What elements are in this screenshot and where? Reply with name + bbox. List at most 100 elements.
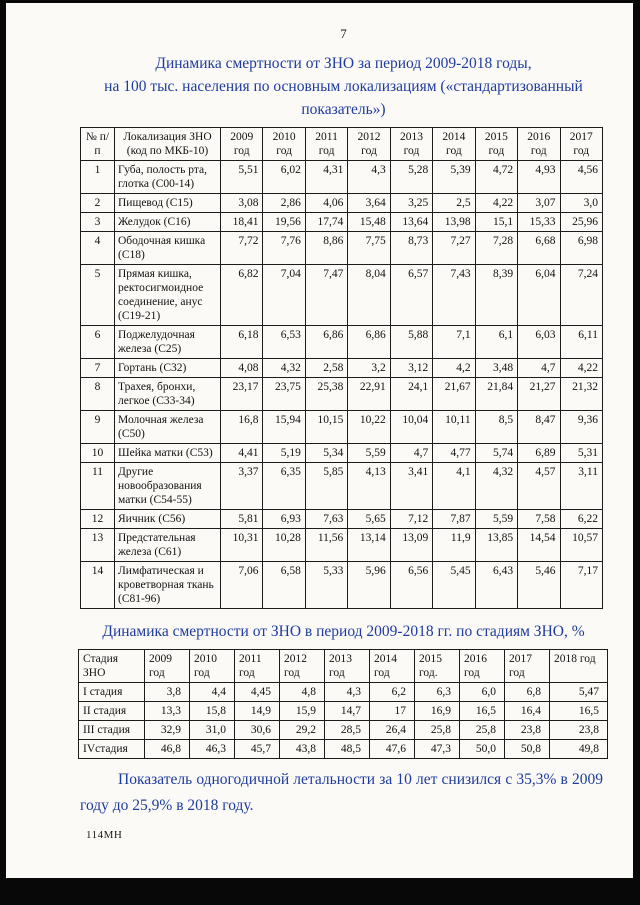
mortality-by-localization-table: № п/п Локализация ЗНО (код по МКБ-10) 2009… [80, 127, 603, 609]
scan-edge-top [0, 0, 640, 3]
value-cell: 23,75 [262, 377, 306, 411]
table-row: 5 Прямая кишка, ректосигмоидное соединени… [80, 264, 603, 326]
value-cell: 45,7 [234, 739, 280, 759]
row-number-cell: 8 [80, 377, 115, 411]
value-cell: 25,8 [414, 720, 460, 740]
row-number-cell: 13 [80, 528, 115, 562]
value-cell: 15,9 [279, 701, 325, 721]
value-cell: 6,58 [262, 561, 306, 609]
value-cell: 7,17 [559, 561, 603, 609]
value-cell: 6,43 [474, 561, 519, 609]
value-cell: 7,1 [432, 325, 476, 359]
value-cell: 47,3 [414, 739, 460, 759]
table-row: IVстадия 46,8 46,3 45,7 43,8 48,5 47,6 47,3 50,0… [78, 739, 608, 759]
value-cell: 46,8 [144, 739, 190, 759]
value-cell: 6,18 [219, 325, 264, 359]
value-cell: 6,03 [517, 325, 561, 359]
value-cell: 6,2 [369, 682, 415, 702]
value-cell: 8,5 [474, 410, 519, 444]
stage-cell: IVстадия [78, 739, 145, 759]
row-number-cell: 3 [80, 212, 115, 232]
value-cell: 3,2 [347, 358, 391, 378]
column-header: 2012 год [279, 649, 325, 683]
column-header: 2010 год [262, 127, 306, 161]
value-cell: 25,38 [304, 377, 349, 411]
value-cell: 7,75 [347, 231, 391, 265]
value-cell: 8,86 [304, 231, 349, 265]
value-cell: 5,34 [304, 443, 349, 463]
title-line-3: показатель») [301, 101, 386, 118]
row-number-cell: 2 [80, 193, 115, 213]
row-number-cell: 9 [80, 410, 115, 444]
value-cell: 7,12 [389, 509, 434, 529]
value-cell: 5,45 [432, 561, 476, 609]
value-cell: 6,35 [262, 462, 306, 510]
column-header: 2013 год [324, 649, 370, 683]
row-number-cell: 1 [80, 160, 115, 194]
scan-edge-left [0, 0, 6, 905]
page-content: 7 Динамика смертности от ЗНО за период 2… [78, 0, 608, 841]
localization-cell: Ободочная кишка (С18) [114, 231, 221, 265]
value-cell: 4,32 [262, 358, 306, 378]
value-cell: 13,14 [347, 528, 391, 562]
value-cell: 3,0 [559, 193, 603, 213]
value-cell: 19,56 [262, 212, 306, 232]
row-number-cell: 7 [80, 358, 115, 378]
table-row: 7 Гортань (С32) 4,08 4,32 2,58 3,2 3,12 4,2 3,48… [80, 358, 603, 378]
table-row: III стадия 32,9 31,0 30,6 29,2 28,5 26,4 25,8 25… [78, 720, 608, 740]
value-cell: 5,19 [262, 443, 306, 463]
value-cell: 49,8 [549, 739, 608, 759]
localization-cell: Трахея, бронхи, легкое (С33-34) [114, 377, 221, 411]
value-cell: 6,56 [389, 561, 434, 609]
table-row: I стадия 3,8 4,4 4,45 4,8 4,3 6,2 6,3 6,0 6,8 5,47 [78, 682, 608, 702]
table-row: 3 Желудок (С16) 18,41 19,56 17,74 15,48 13,64 1… [80, 212, 603, 232]
value-cell: 17,74 [304, 212, 349, 232]
value-cell: 15,8 [189, 701, 235, 721]
localization-cell: Поджелудочная железа (С25) [114, 325, 221, 359]
value-cell: 21,32 [559, 377, 603, 411]
value-cell: 3,48 [474, 358, 519, 378]
value-cell: 4,4 [189, 682, 235, 702]
value-cell: 15,94 [262, 410, 306, 444]
value-cell: 6,22 [559, 509, 603, 529]
value-cell: 7,04 [262, 264, 306, 326]
value-cell: 4,93 [517, 160, 561, 194]
value-cell: 2,5 [432, 193, 476, 213]
row-number-cell: 6 [80, 325, 115, 359]
column-header: № п/п [80, 127, 115, 161]
column-header: 2010 год [189, 649, 235, 683]
value-cell: 10,57 [559, 528, 603, 562]
row-number-cell: 10 [80, 443, 115, 463]
value-cell: 3,11 [559, 462, 603, 510]
value-cell: 5,85 [304, 462, 349, 510]
value-cell: 4,8 [279, 682, 325, 702]
value-cell: 6,82 [219, 264, 264, 326]
value-cell: 25,96 [559, 212, 603, 232]
value-cell: 4,06 [304, 193, 349, 213]
value-cell: 24,1 [389, 377, 434, 411]
value-cell: 5,96 [347, 561, 391, 609]
value-cell: 26,4 [369, 720, 415, 740]
value-cell: 2,58 [304, 358, 349, 378]
value-cell: 6,3 [414, 682, 460, 702]
value-cell: 5,81 [219, 509, 264, 529]
value-cell: 3,07 [517, 193, 561, 213]
value-cell: 4,57 [517, 462, 561, 510]
value-cell: 4,7 [389, 443, 434, 463]
value-cell: 4,3 [324, 682, 370, 702]
value-cell: 3,08 [219, 193, 264, 213]
document-code: 114МН [86, 829, 123, 841]
value-cell: 5,59 [347, 443, 391, 463]
value-cell: 14,9 [234, 701, 280, 721]
value-cell: 6,53 [262, 325, 306, 359]
value-cell: 47,6 [369, 739, 415, 759]
localization-cell: Лимфатическая и кроветворная ткань (С81-… [114, 561, 221, 609]
value-cell: 4,22 [559, 358, 603, 378]
value-cell: 5,88 [389, 325, 434, 359]
value-cell: 5,31 [559, 443, 603, 463]
column-header: 2012 год [347, 127, 391, 161]
value-cell: 4,22 [474, 193, 519, 213]
row-number-cell: 5 [80, 264, 115, 326]
value-cell: 4,45 [234, 682, 280, 702]
